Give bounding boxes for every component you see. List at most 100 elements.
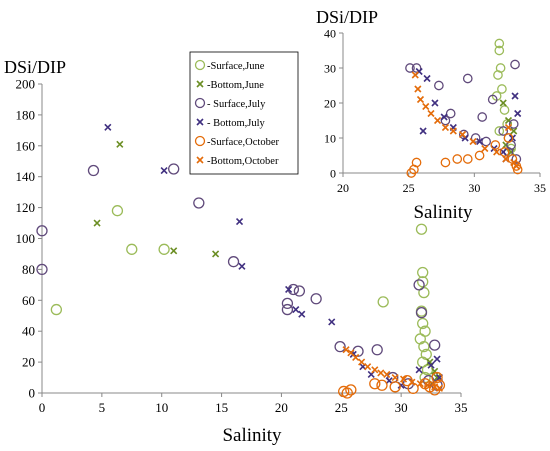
data-point-circle <box>493 70 503 80</box>
data-point-circle <box>452 154 463 164</box>
data-point-x <box>493 148 501 156</box>
inset-scatter-chart: 0 10 20 30 40 20 25 30 35 Salinity DSi/DIP <box>316 7 546 223</box>
data-point-circle <box>434 80 444 91</box>
data-point-x <box>358 358 366 366</box>
data-point-x <box>342 346 350 354</box>
data-point-circle <box>490 140 501 150</box>
x-tick-label: 30 <box>468 181 480 195</box>
data-point-x <box>504 116 513 125</box>
y-tick-label: 140 <box>16 169 36 184</box>
data-point-circle <box>497 84 507 94</box>
data-point-circle <box>36 225 48 237</box>
y-tick-label: 40 <box>324 27 336 41</box>
data-point-circle <box>371 344 383 356</box>
data-point-circle <box>345 384 357 396</box>
data-point-circle <box>405 63 415 73</box>
x-tick-label: 20 <box>337 181 349 195</box>
legend-entry-label: -Surface,October <box>207 137 280 148</box>
data-point-x <box>469 137 477 146</box>
data-point-circle <box>510 59 520 70</box>
data-point-x <box>512 162 520 170</box>
legend-marker-circle <box>194 97 206 109</box>
data-point-circle <box>511 154 522 164</box>
data-point-circle <box>281 297 294 310</box>
data-point-x <box>431 99 439 107</box>
y-axis-title: DSi/DIP <box>316 7 378 27</box>
x-tick-label: 30 <box>395 400 408 415</box>
data-point-circle <box>470 133 481 143</box>
legend-entry-label: -Bottom,June <box>207 80 264 91</box>
data-point-x <box>510 127 518 135</box>
data-point-circle <box>126 243 138 255</box>
data-point-x <box>507 148 515 156</box>
data-point-x <box>235 217 244 226</box>
data-point-x <box>391 373 399 382</box>
data-point-x <box>298 310 306 318</box>
x-tick-label: 0 <box>39 400 46 415</box>
legend: -Surface,June -Bottom,June - Surface,July -… <box>189 51 299 175</box>
data-point-circle <box>415 307 428 319</box>
data-point-x <box>458 130 467 139</box>
data-point-circle <box>341 387 353 399</box>
data-point-x <box>431 367 439 375</box>
y-tick-label: 0 <box>330 167 336 181</box>
data-point-x <box>352 353 360 362</box>
legend-marker-x <box>196 80 204 88</box>
data-point-circle <box>281 303 294 316</box>
data-point-circle <box>418 340 430 353</box>
y-tick-label: 60 <box>22 293 35 308</box>
data-point-circle <box>168 163 180 175</box>
data-point-circle <box>433 379 446 391</box>
x-tick-label: 35 <box>455 400 468 415</box>
data-point-x <box>423 74 431 83</box>
data-point-circle <box>477 112 488 122</box>
data-point-x <box>399 375 408 383</box>
x-tick-label: 35 <box>534 181 546 195</box>
x-tick-label: 10 <box>155 400 168 415</box>
data-point-circle <box>193 197 205 209</box>
data-point-x <box>441 123 450 132</box>
data-point-circle <box>334 340 346 353</box>
data-point-x <box>238 262 246 270</box>
data-point-circle <box>369 378 381 390</box>
data-point-x <box>416 380 424 388</box>
data-point-circle <box>503 133 514 143</box>
data-point-circle <box>413 279 425 291</box>
data-point-circle <box>499 105 510 115</box>
data-point-circle <box>417 276 429 288</box>
data-point-circle <box>411 63 422 73</box>
y-tick-label: 10 <box>324 132 336 146</box>
data-point-circle <box>377 296 389 308</box>
data-point-x <box>433 355 441 363</box>
legend-entry-label: -Surface,June <box>207 61 265 72</box>
data-point-circle <box>481 136 492 147</box>
data-point-x <box>422 102 430 111</box>
legend-marker-x <box>196 156 204 164</box>
data-point-x <box>383 370 391 379</box>
data-point-circle <box>429 339 441 351</box>
data-point-circle <box>87 164 100 177</box>
data-point-circle <box>494 45 505 56</box>
data-point-x <box>476 137 484 146</box>
legend-entry-label: - Surface,July <box>207 99 266 110</box>
data-point-circle <box>417 317 429 330</box>
legend-marker-x <box>196 118 204 126</box>
data-point-x <box>415 366 423 374</box>
data-point-circle <box>445 108 456 119</box>
data-point-circle <box>227 256 240 268</box>
data-point-circle <box>498 126 509 136</box>
data-point-circle <box>499 147 510 157</box>
data-point-x <box>104 123 112 131</box>
data-point-circle <box>440 157 451 168</box>
data-point-circle <box>411 157 422 168</box>
data-point-x <box>170 247 178 255</box>
data-point-x <box>416 95 425 104</box>
data-point-x <box>116 140 124 148</box>
data-point-circle <box>417 266 429 279</box>
data-point-x <box>435 384 444 392</box>
legend-marker-circle <box>194 59 206 71</box>
data-point-x <box>433 116 442 125</box>
data-point-x <box>514 109 522 118</box>
data-point-circle <box>310 293 322 305</box>
